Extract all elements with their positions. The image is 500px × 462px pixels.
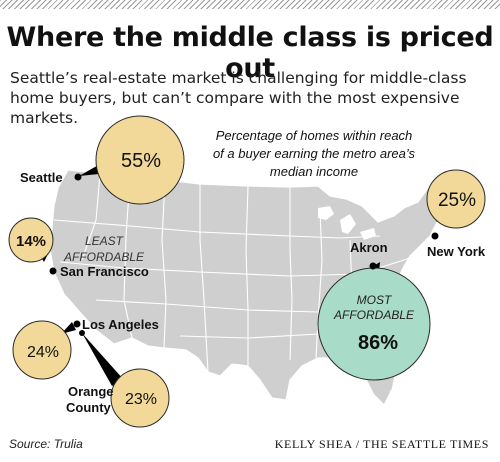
san-francisco-label: San Francisco	[60, 264, 149, 279]
orange-county-value: 23%	[125, 391, 157, 408]
credit-line: KELLY SHEA / THE SEATTLE TIMES	[274, 437, 489, 451]
bubble-akron: MOST AFFORDABLE 86% Akron	[317, 240, 431, 381]
bubble-new-york: 25% New York	[426, 169, 486, 259]
most-affordable-line2: AFFORDABLE	[333, 308, 415, 322]
new-york-label: New York	[427, 244, 486, 259]
headline: Where the middle class is priced out	[6, 22, 494, 84]
most-affordable-line1: MOST	[357, 293, 393, 307]
orange-county-label-line1: Orange	[68, 384, 114, 399]
legend-note-line3: median income	[270, 164, 358, 179]
los-angeles-value: 24%	[27, 344, 59, 361]
least-affordable-line1: LEAST	[85, 234, 125, 248]
los-angeles-label: Los Angeles	[82, 317, 159, 332]
legend-note-line2: of a buyer earning the metro area’s	[213, 146, 416, 161]
legend-note-line1: Percentage of homes within reach	[216, 128, 413, 143]
akron-value: 86%	[358, 332, 398, 354]
seattle-value: 55%	[121, 150, 161, 172]
seattle-label: Seattle	[20, 170, 63, 185]
new-york-value: 25%	[438, 190, 476, 211]
least-affordable-line2: AFFORDABLE	[63, 250, 145, 264]
great-lakes-shape	[318, 206, 376, 240]
source-note: Source: Trulia	[9, 437, 83, 451]
subheadline: Seattle’s real-estate market is challeng…	[10, 69, 467, 127]
bubble-los-angeles: 24% Los Angeles	[12, 317, 159, 380]
bubble-orange-county: 23% Orange County	[66, 330, 170, 428]
san-francisco-value: 14%	[16, 233, 46, 250]
akron-label: Akron	[350, 240, 388, 255]
bubble-seattle: 55% Seattle	[20, 115, 185, 205]
bubble-san-francisco: 14% San Francisco	[8, 217, 149, 279]
header-hatch-rule	[0, 0, 500, 9]
orange-county-label-line2: County	[66, 400, 112, 415]
